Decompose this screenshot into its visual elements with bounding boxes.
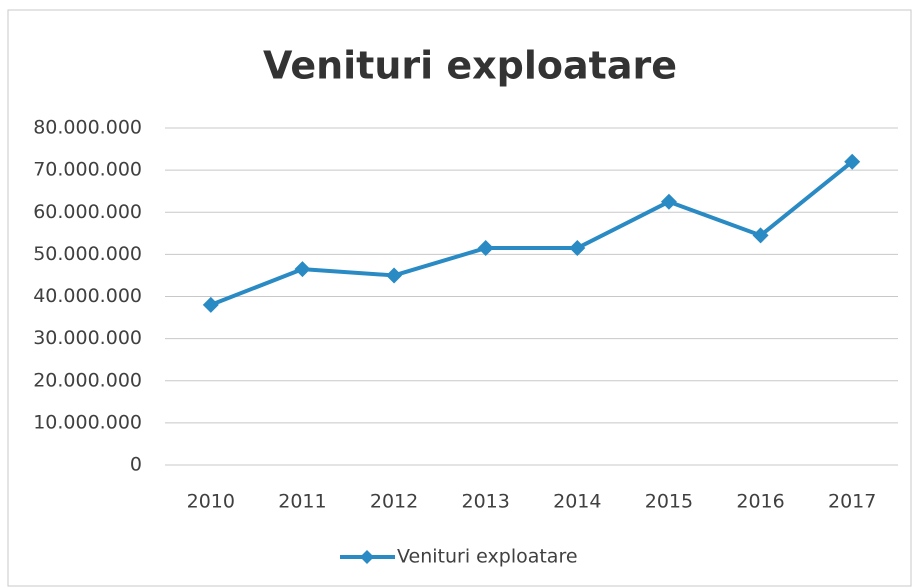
x-tick-label: 2012 xyxy=(370,491,418,513)
series-line xyxy=(210,160,854,307)
x-tick-label: 2014 xyxy=(553,491,601,513)
x-tick-label: 2013 xyxy=(462,491,510,513)
data-point xyxy=(386,267,403,284)
legend-label: Venituri exploatare xyxy=(397,546,578,568)
data-point xyxy=(294,261,311,278)
y-tick-label: 10.000.000 xyxy=(33,411,142,433)
chart-title: Venituri exploatare xyxy=(263,44,677,88)
data-point xyxy=(660,193,677,210)
y-tick-label: 30.000.000 xyxy=(33,327,142,349)
y-tick-label: 20.000.000 xyxy=(33,369,142,391)
chart-frame xyxy=(7,9,912,587)
x-tick-label: 2017 xyxy=(828,491,876,513)
x-tick-label: 2016 xyxy=(736,491,784,513)
data-point xyxy=(569,240,586,257)
y-tick-label: 0 xyxy=(130,454,142,476)
y-tick-label: 60.000.000 xyxy=(33,201,142,223)
x-tick-label: 2011 xyxy=(278,491,326,513)
y-tick-label: 50.000.000 xyxy=(33,243,142,265)
data-point xyxy=(477,240,494,257)
y-tick-label: 70.000.000 xyxy=(33,159,142,181)
x-tick-label: 2010 xyxy=(187,491,235,513)
y-tick-label: 40.000.000 xyxy=(33,285,142,307)
data-point xyxy=(202,296,219,313)
x-tick-label: 2015 xyxy=(645,491,693,513)
data-point xyxy=(844,153,861,170)
legend-marker xyxy=(360,550,374,564)
data-point xyxy=(752,227,769,244)
y-tick-label: 80.000.000 xyxy=(33,117,142,139)
